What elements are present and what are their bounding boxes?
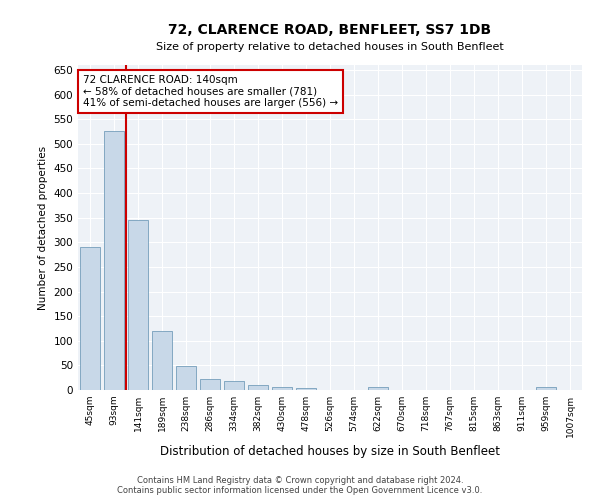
Bar: [80, 247, 100, 390]
Bar: [224, 381, 244, 390]
Text: Contains HM Land Registry data © Crown copyright and database right 2024.
Contai: Contains HM Land Registry data © Crown c…: [118, 476, 482, 495]
Text: 72 CLARENCE ROAD: 140sqm
← 58% of detached houses are smaller (781)
41% of semi-: 72 CLARENCE ROAD: 140sqm ← 58% of detach…: [83, 74, 338, 108]
Bar: [296, 388, 316, 390]
Text: Size of property relative to detached houses in South Benfleet: Size of property relative to detached ho…: [156, 42, 504, 52]
Bar: [248, 385, 268, 390]
Bar: [536, 386, 556, 390]
Bar: [200, 379, 220, 390]
Bar: [152, 331, 172, 390]
Text: 72, CLARENCE ROAD, BENFLEET, SS7 1DB: 72, CLARENCE ROAD, BENFLEET, SS7 1DB: [169, 22, 491, 36]
X-axis label: Distribution of detached houses by size in South Benfleet: Distribution of detached houses by size …: [160, 446, 500, 458]
Bar: [272, 387, 292, 390]
Bar: [176, 366, 196, 390]
Y-axis label: Number of detached properties: Number of detached properties: [38, 146, 48, 310]
Bar: [128, 220, 148, 390]
Bar: [368, 386, 388, 390]
Bar: [104, 132, 124, 390]
